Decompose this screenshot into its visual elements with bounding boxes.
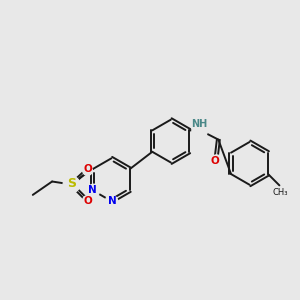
Text: S: S <box>67 177 76 190</box>
Text: N: N <box>108 196 116 206</box>
Text: N: N <box>88 185 97 195</box>
Text: O: O <box>84 196 92 206</box>
Text: O: O <box>210 156 219 166</box>
Text: CH₃: CH₃ <box>272 188 288 197</box>
Text: NH: NH <box>191 119 207 130</box>
Text: O: O <box>84 164 92 174</box>
